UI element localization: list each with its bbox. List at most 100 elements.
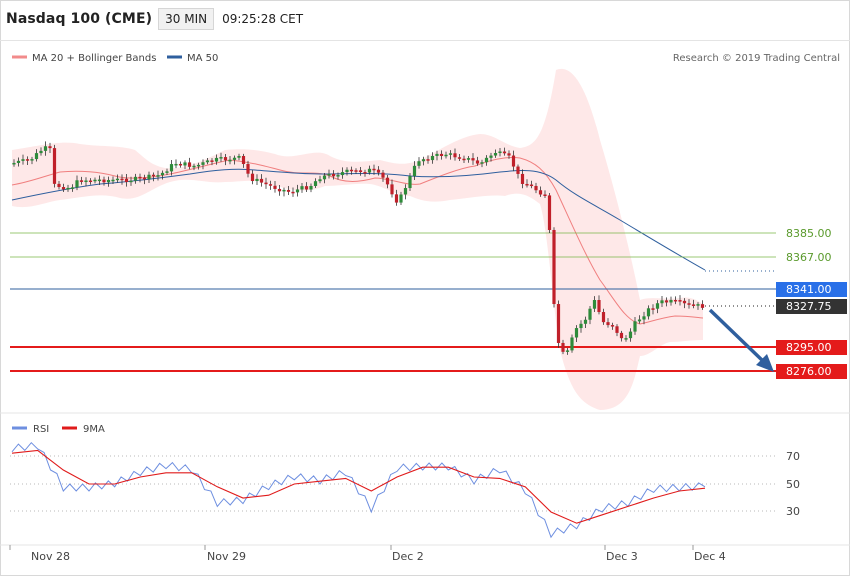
candle-body [358,170,363,173]
candle-body [183,162,187,166]
candle-body [484,157,489,163]
candle-body [426,159,430,161]
candle-body [21,159,25,161]
forecast-arrow-head [756,354,774,372]
candle-body [210,160,214,162]
level-label-8385: 8385.00 [786,227,832,240]
candle-body [84,180,88,183]
candle-body [138,176,142,179]
candle-body [615,326,619,333]
rsi-tick-30: 30 [786,505,800,518]
candle-body [543,194,547,196]
candle-body [588,308,592,320]
candle-body [610,325,615,327]
candle-body [516,166,520,174]
candle-body [39,150,43,154]
candle-body [534,185,538,191]
instrument-title: Nasdaq 100 (CME) [6,11,153,27]
candle-body [651,308,655,310]
candle-body [255,178,259,182]
candle-body [169,164,174,172]
candle-body [93,179,97,182]
candle-body [187,162,192,167]
candle-body [349,169,354,172]
header-divider [0,40,850,41]
candle-body [529,184,534,187]
candle-body [205,160,210,163]
candle-body [565,350,570,352]
candle-body [223,157,228,161]
candle-body [286,189,291,192]
candle-body [70,187,75,189]
candle-body [232,157,237,160]
candle-body [538,190,543,195]
level-label-8341: 8341.00 [786,283,832,296]
candle-body [133,176,138,181]
candle-body [381,172,385,178]
candle-body [637,319,642,322]
candle-body [660,300,664,304]
candle-body [412,165,417,177]
candle-body [219,157,223,159]
candle-body [295,189,300,193]
candle-body [124,178,129,183]
candle-body [655,303,660,309]
candle-body [372,168,376,171]
candle-body [246,164,250,174]
candle-body [273,185,277,189]
legend-ma50-label: MA 50 [187,53,218,64]
ma9-legend-label: 9MA [83,424,105,435]
candle-body [336,175,340,177]
candle-body [57,183,61,188]
candle-body [646,308,651,317]
candle-body [403,188,408,195]
candle-body [52,148,57,184]
candle-body [178,163,183,166]
candle-body [547,195,552,230]
candle-body [664,300,669,303]
candle-body [160,172,165,176]
candle-body [619,332,624,339]
candle-body [561,342,565,352]
candle-body [556,304,561,343]
candle-body [570,337,574,351]
timeframe-selector[interactable]: 30 MIN [158,8,215,30]
candle-body [678,300,682,302]
candle-body [597,299,601,313]
candle-body [574,328,579,338]
forecast-arrow-line [708,308,766,364]
candle-body [606,322,610,326]
candle-body [417,161,421,166]
candle-body [120,178,124,181]
candle-body [462,158,466,161]
candle-body [237,155,241,158]
x-label-dec4: Dec 4 [694,550,726,563]
candle-body [129,180,133,183]
candle-body [682,300,687,304]
candle-body [309,185,313,190]
candle-body [475,160,480,164]
candle-body [196,164,201,167]
candle-body [673,299,678,302]
candle-body [97,179,102,182]
candle-body [259,178,264,183]
candle-body [147,174,151,180]
level-badge-8276 [776,364,847,379]
candle-body [327,173,331,176]
research-credit: Research © 2019 Trading Central [673,53,840,64]
rsi-tick-70: 70 [786,450,800,463]
candle-body [174,163,178,166]
x-label-nov29: Nov 29 [207,550,246,563]
candle-body [214,157,219,162]
candle-body [30,159,34,161]
candle-body [399,194,403,203]
candle-body [687,303,691,305]
candle-body [376,169,381,173]
candle-body [241,155,246,165]
candle-body [75,180,79,188]
candle-body [282,189,286,192]
candle-body [633,321,637,332]
candle-body [345,169,349,173]
candle-body [696,304,700,306]
